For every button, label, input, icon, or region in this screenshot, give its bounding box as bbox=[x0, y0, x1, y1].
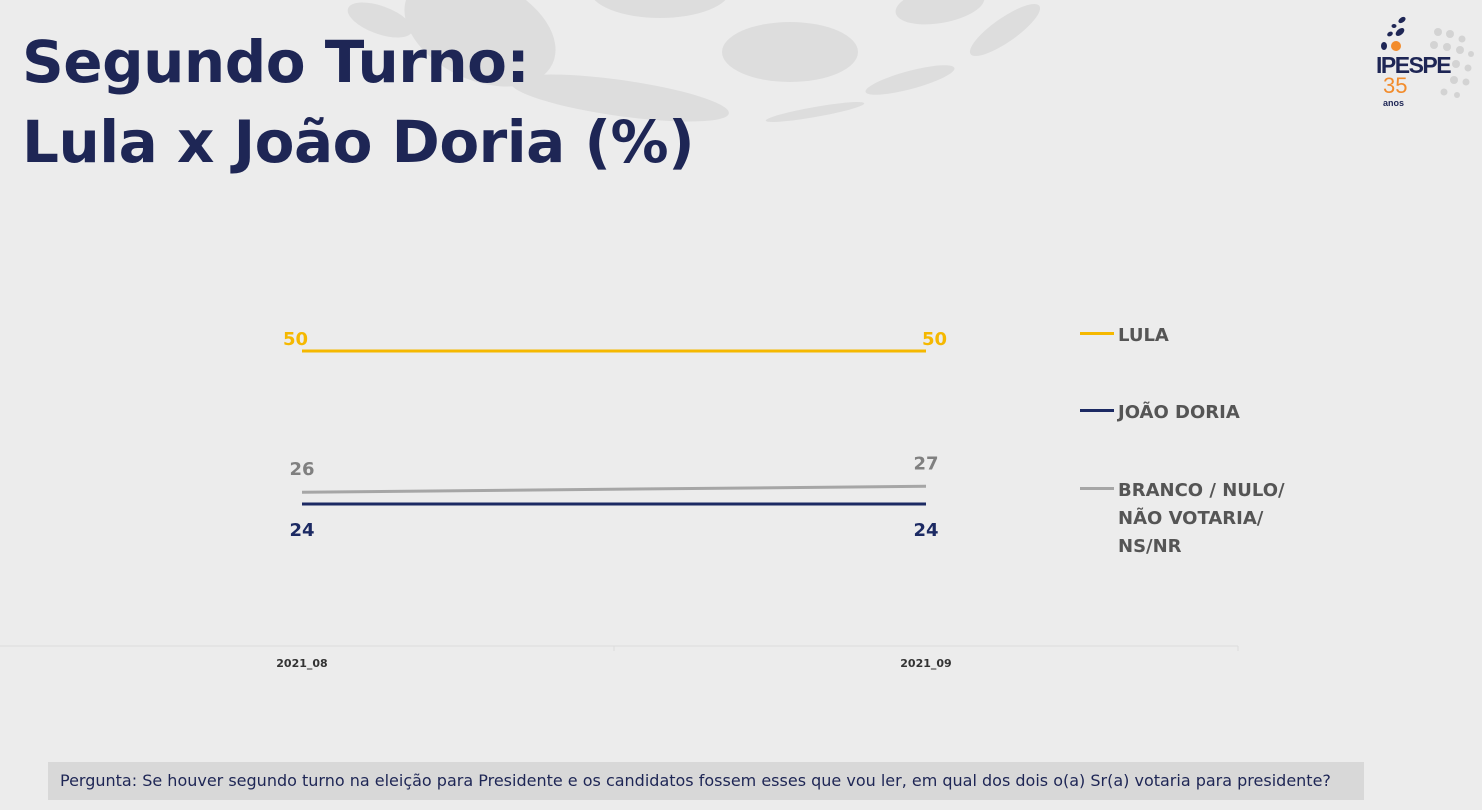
data-label-lula: 50 bbox=[283, 329, 308, 350]
legend-swatch bbox=[1080, 487, 1114, 490]
dotted-globe-icon bbox=[1381, 16, 1474, 98]
data-label-joao-doria: 24 bbox=[913, 520, 938, 541]
slide-title: Segundo Turno: Lula x João Doria (%) bbox=[22, 22, 695, 182]
logo-anos: anos bbox=[1383, 98, 1405, 108]
logo-years: 35 bbox=[1383, 73, 1408, 98]
title-line-1: Segundo Turno: bbox=[22, 28, 530, 96]
legend-swatch bbox=[1080, 332, 1114, 335]
series-line-branco-nulo bbox=[301, 484, 927, 494]
legend-item-joao-doria: JOÃO DORIA bbox=[1080, 399, 1298, 427]
logo-name: IPESPE bbox=[1376, 52, 1452, 78]
legend-swatch bbox=[1080, 409, 1114, 412]
legend-label: JOÃO DORIA bbox=[1118, 402, 1240, 423]
legend-label: BRANCO / NULO/ NÃO VOTARIA/ NS/NR bbox=[1118, 480, 1285, 557]
x-tick-label: 2021_08 bbox=[276, 657, 327, 670]
data-label-joao-doria: 24 bbox=[289, 520, 314, 541]
legend-item-lula: LULA bbox=[1080, 322, 1298, 350]
title-line-2: Lula x João Doria (%) bbox=[22, 108, 695, 176]
x-tick-label: 2021_09 bbox=[900, 657, 951, 670]
ipespe-logo: IPESPE 35 anos bbox=[1372, 12, 1480, 112]
data-label-lula: 50 bbox=[922, 329, 947, 350]
legend-item-branco-nulo: BRANCO / NULO/ NÃO VOTARIA/ NS/NR bbox=[1080, 477, 1298, 561]
survey-question: Pergunta: Se houver segundo turno na ele… bbox=[48, 762, 1364, 800]
legend-label: LULA bbox=[1118, 325, 1169, 346]
data-label-branco-nulo: 27 bbox=[913, 453, 938, 474]
data-label-branco-nulo: 26 bbox=[289, 459, 314, 480]
